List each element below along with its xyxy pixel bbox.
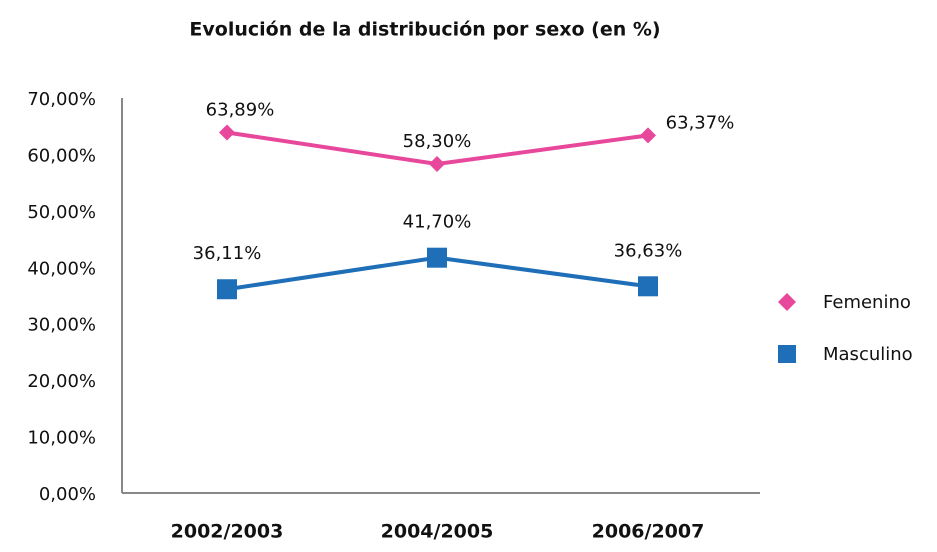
y-tick-label: 0,00% bbox=[39, 484, 96, 505]
point bbox=[219, 124, 235, 141]
y-tick-label: 10,00% bbox=[27, 428, 96, 449]
legend-label: Masculino bbox=[823, 344, 913, 365]
data-label: 63,37% bbox=[666, 112, 735, 133]
point bbox=[638, 276, 658, 297]
data-label: 36,63% bbox=[614, 240, 683, 261]
y-tick-label: 70,00% bbox=[27, 89, 96, 110]
x-tick-label: 2004/2005 bbox=[381, 521, 494, 543]
y-tick-label: 40,00% bbox=[27, 258, 96, 279]
y-tick-label: 50,00% bbox=[27, 202, 96, 223]
x-tick-label: 2006/2007 bbox=[592, 521, 705, 543]
x-tick-label: 2002/2003 bbox=[171, 521, 284, 543]
legend-marker bbox=[778, 345, 796, 363]
data-label: 63,89% bbox=[206, 99, 275, 120]
data-label: 58,30% bbox=[403, 131, 472, 152]
point bbox=[427, 247, 447, 268]
y-tick-label: 60,00% bbox=[27, 145, 96, 166]
data-label: 41,70% bbox=[403, 212, 472, 233]
legend-marker bbox=[778, 293, 796, 311]
point bbox=[640, 127, 656, 144]
data-label: 36,11% bbox=[193, 243, 262, 264]
legend-label: Femenino bbox=[823, 292, 911, 313]
point bbox=[429, 156, 445, 173]
point bbox=[217, 279, 237, 300]
chart-title: Evolución de la distribución por sexo (e… bbox=[189, 19, 660, 41]
y-tick-label: 20,00% bbox=[27, 371, 96, 392]
y-tick-label: 30,00% bbox=[27, 315, 96, 336]
